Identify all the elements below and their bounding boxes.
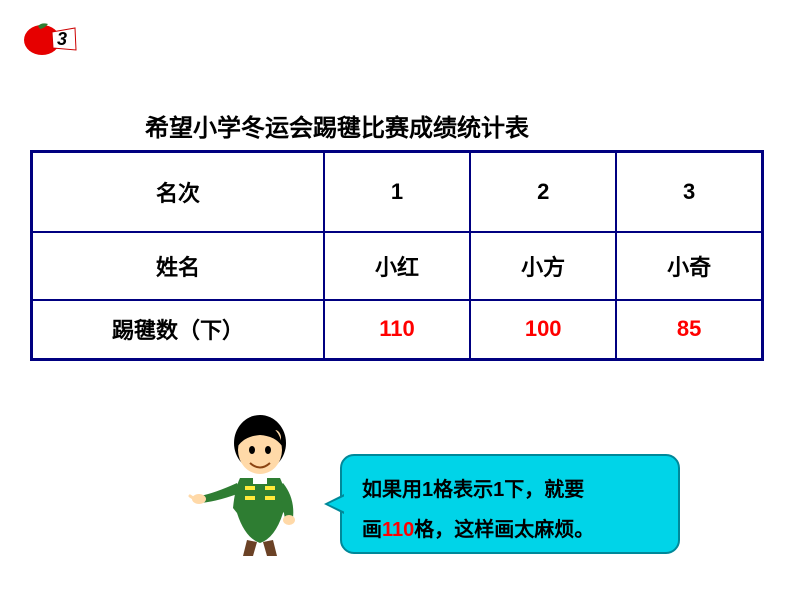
speech-line1-prefix: 如果用 — [362, 479, 422, 501]
header-1: 1 — [324, 152, 470, 232]
table-header-row: 名次 1 2 3 — [32, 152, 763, 232]
speech-bubble: 如果用1格表示1下，就要 画110格，这样画太麻烦。 — [340, 454, 680, 554]
name-3: 小奇 — [616, 232, 762, 300]
header-2: 2 — [470, 152, 616, 232]
header-rank: 名次 — [32, 152, 324, 232]
speech-line1-num1: 1 — [422, 479, 433, 501]
score-3: 85 — [616, 300, 762, 360]
name-2: 小方 — [470, 232, 616, 300]
header-3: 3 — [616, 152, 762, 232]
speech-line2-prefix: 画 — [362, 519, 382, 541]
logo-badge: 3 — [20, 20, 80, 60]
row-header-score: 踢毽数（下） — [32, 300, 324, 360]
score-2: 100 — [470, 300, 616, 360]
speech-line1-mid: 格表示 — [433, 479, 493, 501]
score-table: 名次 1 2 3 姓名 小红 小方 小奇 踢毽数（下） 110 100 85 — [30, 150, 764, 361]
score-1: 110 — [324, 300, 470, 360]
table-row-score: 踢毽数（下） 110 100 85 — [32, 300, 763, 360]
name-1: 小红 — [324, 232, 470, 300]
speech-line1-suffix: 下，就要 — [504, 479, 584, 501]
page-title: 希望小学冬运会踢毽比赛成绩统计表 — [145, 108, 529, 143]
svg-text:3: 3 — [57, 29, 67, 49]
speech-line1-num2: 1 — [493, 479, 504, 501]
table-row-name: 姓名 小红 小方 小奇 — [32, 232, 763, 300]
speech-highlight: 110 — [382, 519, 414, 541]
speech-line2-suffix: 格，这样画太麻烦。 — [414, 519, 594, 541]
row-header-name: 姓名 — [32, 232, 324, 300]
boy-character — [185, 408, 325, 558]
